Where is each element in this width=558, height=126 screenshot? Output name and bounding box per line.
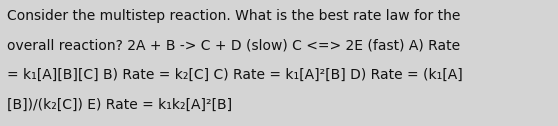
Text: overall reaction? 2A + B -> C + D (slow) C <=> 2E (fast) A) Rate: overall reaction? 2A + B -> C + D (slow)…	[7, 38, 460, 52]
Text: = k₁[A][B][C] B) Rate = k₂[C] C) Rate = k₁[A]²[B] D) Rate = (k₁[A]: = k₁[A][B][C] B) Rate = k₂[C] C) Rate = …	[7, 68, 463, 82]
Text: Consider the multistep reaction. What is the best rate law for the: Consider the multistep reaction. What is…	[7, 9, 461, 23]
Text: [B])/(k₂[C]) E) Rate = k₁k₂[A]²[B]: [B])/(k₂[C]) E) Rate = k₁k₂[A]²[B]	[7, 98, 232, 112]
